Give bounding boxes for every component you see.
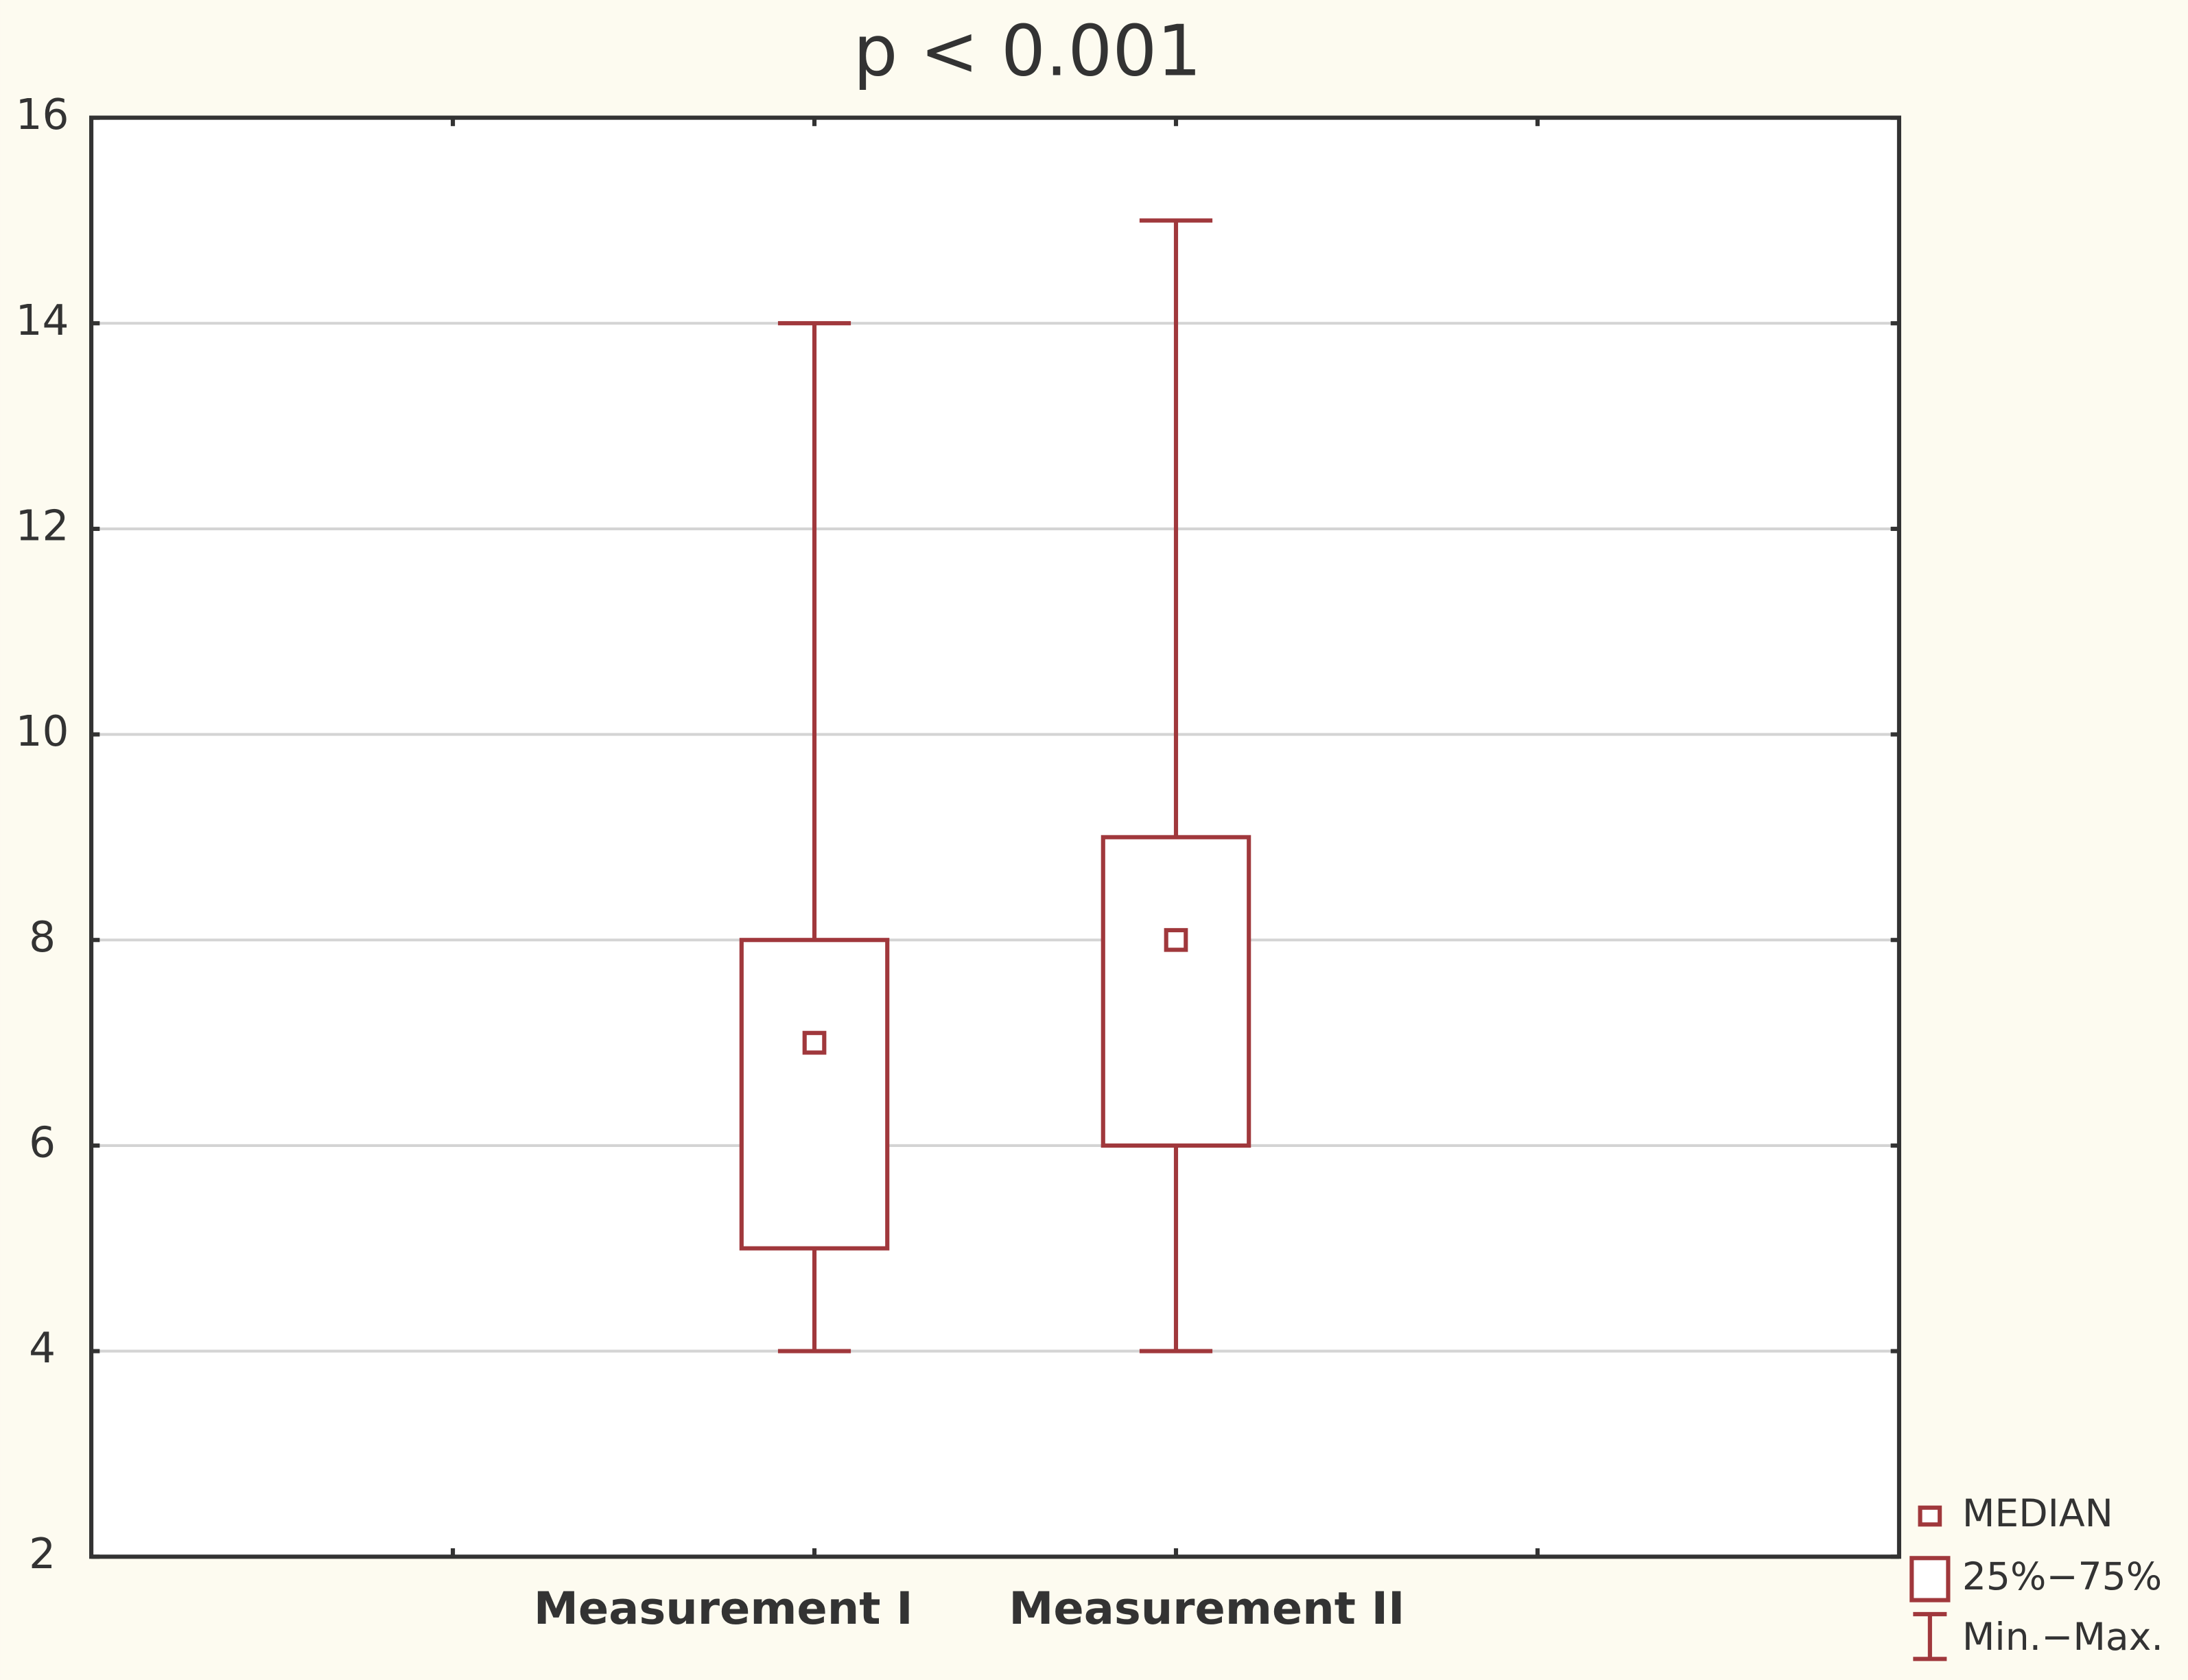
median	[1164, 927, 1188, 952]
y-tick-label: 4	[29, 1324, 56, 1373]
legend-label: Min.−Max.	[1962, 1616, 2163, 1659]
x-tick-label: Measurement II	[1009, 1583, 1404, 1635]
y-tick-label: 16	[16, 91, 69, 139]
x-tick-label: Measurement I	[534, 1583, 913, 1635]
legend-label: 25%−75%	[1962, 1555, 2162, 1599]
y-tick-label: 14	[16, 296, 69, 345]
box	[739, 938, 890, 1251]
plot-frame	[89, 115, 1902, 1559]
median	[802, 1030, 827, 1055]
chart-title: p < 0.001	[854, 11, 1202, 93]
y-tick-label: 2	[29, 1530, 56, 1578]
y-tick-label: 12	[16, 502, 69, 551]
box	[1101, 835, 1251, 1148]
y-tick-label: 8	[29, 913, 56, 962]
legend-label: MEDIAN	[1962, 1492, 2113, 1536]
y-tick-label: 10	[16, 707, 69, 756]
legend-median-icon	[1918, 1505, 1942, 1527]
legend-box-icon	[1909, 1556, 1951, 1602]
plot-area	[91, 117, 1899, 1557]
y-tick-label: 6	[29, 1119, 56, 1168]
